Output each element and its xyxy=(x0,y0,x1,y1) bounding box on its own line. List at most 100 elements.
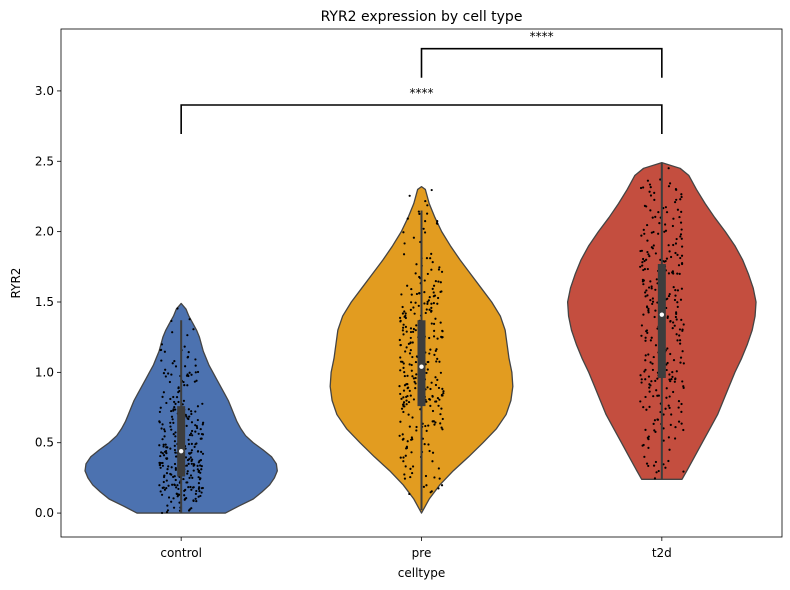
data-point xyxy=(409,330,413,334)
data-point xyxy=(649,280,652,283)
data-point xyxy=(433,353,436,356)
data-point xyxy=(649,339,652,342)
data-point xyxy=(163,474,166,477)
data-point xyxy=(407,400,411,404)
data-point xyxy=(667,244,670,247)
data-point xyxy=(201,452,205,455)
data-point xyxy=(165,401,168,405)
data-point xyxy=(178,389,181,393)
data-point xyxy=(647,311,650,314)
data-point xyxy=(437,487,440,490)
data-point xyxy=(643,204,647,207)
data-point xyxy=(430,381,433,384)
data-point xyxy=(414,387,417,390)
data-point xyxy=(402,405,405,408)
data-point xyxy=(648,190,651,193)
data-point xyxy=(668,378,671,381)
data-point xyxy=(682,470,685,473)
data-point xyxy=(163,350,166,353)
x-tick-label: pre xyxy=(412,546,432,560)
data-point xyxy=(428,352,431,355)
data-point xyxy=(161,486,164,490)
data-point xyxy=(437,280,440,283)
data-point xyxy=(672,321,675,324)
data-point xyxy=(441,330,444,333)
data-point xyxy=(439,281,442,284)
data-point xyxy=(676,301,679,304)
data-point xyxy=(406,383,409,386)
data-point xyxy=(401,360,404,363)
data-point xyxy=(190,462,193,465)
data-point xyxy=(423,291,426,294)
data-point xyxy=(679,233,683,236)
data-point xyxy=(439,371,442,374)
data-point xyxy=(647,307,650,311)
data-point xyxy=(679,356,683,359)
data-point xyxy=(164,443,167,446)
data-point xyxy=(674,289,677,292)
data-point xyxy=(676,272,679,275)
data-point xyxy=(194,364,197,367)
data-point xyxy=(651,368,655,372)
data-point xyxy=(674,426,677,429)
data-point xyxy=(176,495,179,498)
data-point xyxy=(674,251,677,255)
data-point xyxy=(199,428,202,431)
data-point xyxy=(674,378,677,381)
data-point xyxy=(440,426,443,429)
data-point xyxy=(411,355,414,359)
data-point xyxy=(436,302,439,305)
data-point xyxy=(667,185,671,188)
data-point xyxy=(177,400,180,404)
data-point xyxy=(433,476,436,479)
data-point xyxy=(174,435,177,438)
data-point xyxy=(668,182,672,185)
data-point xyxy=(680,422,683,425)
y-tick-label: 1.0 xyxy=(35,365,54,379)
data-point xyxy=(674,315,677,319)
data-point xyxy=(682,323,685,326)
data-point xyxy=(175,486,178,489)
data-point xyxy=(406,374,409,377)
data-point xyxy=(160,511,164,515)
data-point xyxy=(402,410,405,414)
data-point xyxy=(680,237,683,240)
data-point xyxy=(429,404,432,407)
data-point xyxy=(200,491,203,494)
significance-bracket xyxy=(420,47,663,78)
data-point xyxy=(169,397,172,401)
data-point xyxy=(201,402,204,405)
data-point xyxy=(410,363,413,367)
data-point xyxy=(665,368,668,372)
data-point xyxy=(651,362,654,365)
data-point xyxy=(411,471,414,475)
data-point xyxy=(426,212,429,215)
data-point xyxy=(172,506,176,509)
data-point xyxy=(655,278,658,281)
data-point xyxy=(675,237,678,241)
data-point xyxy=(408,352,412,355)
data-point xyxy=(197,487,201,490)
data-point xyxy=(402,437,405,440)
data-point xyxy=(680,410,683,413)
data-point xyxy=(417,210,420,213)
data-point xyxy=(170,409,173,413)
data-point xyxy=(653,429,656,432)
data-point xyxy=(657,469,660,473)
data-point xyxy=(656,418,659,421)
data-point xyxy=(650,231,653,234)
data-point xyxy=(408,363,411,366)
data-point xyxy=(413,312,416,315)
data-point xyxy=(173,360,176,363)
data-point xyxy=(187,486,190,489)
data-point xyxy=(662,413,665,416)
data-point xyxy=(166,509,170,512)
data-point xyxy=(645,462,649,465)
data-point xyxy=(189,432,193,435)
data-point xyxy=(675,198,678,201)
data-point xyxy=(194,492,197,495)
data-point xyxy=(176,307,179,310)
data-point xyxy=(158,464,161,467)
data-point xyxy=(430,306,433,309)
data-point xyxy=(424,424,427,428)
